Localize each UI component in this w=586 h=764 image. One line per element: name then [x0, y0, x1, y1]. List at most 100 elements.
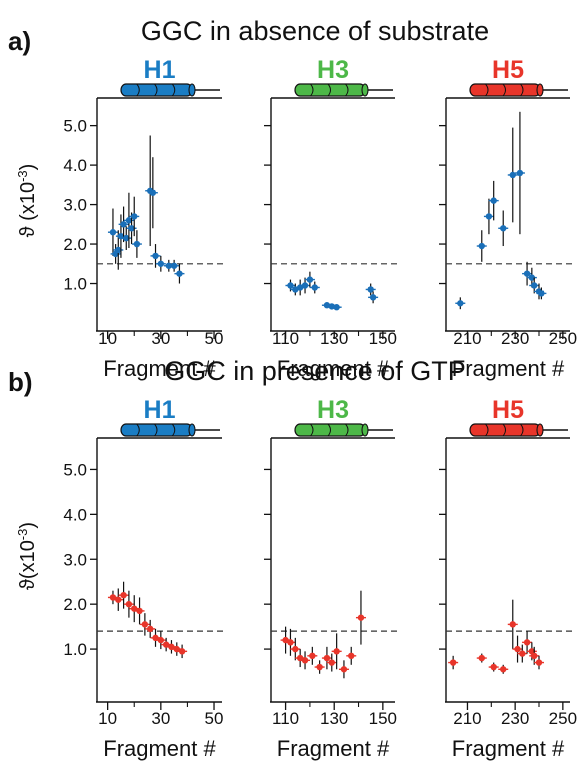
- helix-turn: [485, 423, 489, 437]
- data-point: [287, 282, 294, 289]
- data-point: [535, 659, 543, 666]
- data-point: [136, 607, 143, 615]
- data-point: [485, 213, 493, 220]
- data-point: [125, 217, 133, 224]
- data-point: [301, 657, 309, 664]
- x-axis-label: Fragment #: [452, 356, 565, 381]
- data-point: [109, 229, 117, 236]
- helix-name: H3: [317, 396, 349, 424]
- panel-b: b) GGC in presence of GTP ϑ(x10-3) H1 1.0 2.0…: [8, 356, 577, 761]
- data-point: [133, 240, 141, 248]
- helix-cylinder-icon: [469, 423, 568, 437]
- data-point: [292, 645, 299, 653]
- helix-turn: [310, 423, 314, 437]
- data-point: [367, 286, 374, 293]
- x-tick-label: 10: [98, 709, 117, 728]
- y-axis-label-exponent: -3: [15, 529, 30, 541]
- helix-name: H1: [144, 396, 176, 424]
- data-point: [523, 270, 531, 277]
- data-point: [348, 652, 355, 660]
- y-axis-label-exponent: -3: [15, 170, 30, 182]
- x-tick-label: 230: [501, 329, 529, 348]
- data-point: [328, 659, 335, 666]
- data-point: [538, 290, 545, 297]
- helix-cylinder-icon: [294, 83, 393, 97]
- helix-turn: [520, 83, 524, 97]
- x-tick-label: 110: [272, 709, 299, 728]
- helix-cap: [188, 423, 196, 437]
- data-point: [152, 252, 159, 260]
- data-point: [131, 213, 138, 220]
- data-point: [123, 234, 130, 242]
- x-tick-label: 150: [369, 709, 397, 728]
- data-point: [141, 621, 149, 628]
- x-tick-label: 50: [205, 709, 224, 728]
- helix-turn: [136, 423, 140, 437]
- data-point: [323, 654, 331, 662]
- data-point: [500, 666, 507, 673]
- data-point: [531, 282, 538, 289]
- helix-cap: [361, 83, 369, 97]
- helix-name: H5: [492, 56, 524, 84]
- data-point: [316, 663, 323, 671]
- helix-turn: [502, 423, 506, 437]
- data-point: [490, 197, 497, 204]
- data-point: [478, 654, 485, 662]
- data-point: [165, 262, 173, 269]
- x-tick-label: 250: [549, 329, 577, 348]
- data-point: [478, 242, 485, 250]
- y-axis-label: ϑ(x10-3): [15, 522, 39, 590]
- y-axis-label-close: ): [17, 522, 39, 529]
- helix-turn: [485, 83, 489, 97]
- y-tick-label: 2.0: [63, 235, 87, 254]
- data-point: [178, 648, 186, 655]
- y-tick-label: 3.0: [63, 196, 87, 215]
- data-point: [490, 663, 497, 671]
- x-tick-label: 50: [205, 329, 224, 348]
- y-tick-label: 1.0: [63, 640, 87, 659]
- helix-turn: [310, 83, 314, 97]
- data-point: [146, 625, 154, 633]
- y-axis-label: ϑ (x10-3): [15, 164, 39, 238]
- helix-cap: [361, 423, 369, 437]
- x-tick-label: 250: [549, 709, 577, 728]
- panel-label: b): [8, 367, 33, 397]
- helix-cap: [536, 423, 544, 437]
- helix-cylinder-icon: [469, 83, 568, 97]
- data-point: [115, 246, 122, 254]
- y-axis-label-close: ): [17, 164, 39, 171]
- helix-turn: [327, 83, 331, 97]
- data-point: [170, 262, 178, 269]
- x-tick-label: 210: [453, 709, 481, 728]
- x-tick-label: 110: [272, 329, 299, 348]
- helix-name: H5: [492, 396, 524, 424]
- helix-turn: [154, 423, 158, 437]
- y-axis-label-main: ϑ(x10: [17, 540, 39, 590]
- y-tick-label: 5.0: [63, 460, 87, 479]
- x-tick-label: 30: [151, 709, 170, 728]
- helix-name: H1: [144, 56, 176, 84]
- helix-cap: [536, 83, 544, 97]
- data-point: [125, 600, 133, 608]
- x-tick-label: 210: [453, 329, 481, 348]
- helix-cap: [188, 83, 196, 97]
- helix-name: H3: [317, 56, 349, 84]
- data-point: [120, 221, 127, 228]
- helix-turn: [345, 83, 349, 97]
- data-point: [457, 300, 464, 307]
- data-point: [514, 645, 521, 653]
- x-axis-label: Fragment #: [277, 356, 390, 381]
- x-tick-label: 130: [320, 329, 348, 348]
- data-point: [149, 189, 157, 196]
- data-point: [509, 171, 516, 179]
- subplot-h5: H5 210 230 250 Fragment #: [439, 56, 577, 381]
- subplot-h3: H3 110 130 150 Fragment #: [264, 396, 397, 761]
- data-point: [528, 274, 536, 281]
- x-tick-label: 230: [501, 709, 529, 728]
- data-point: [369, 294, 377, 301]
- subplot-h3: H3 110 130 150 Fragment #: [264, 56, 397, 381]
- data-point: [357, 614, 365, 621]
- subplot-h1: H1 1.0 2.0 3.0 4.0 5.0 10 30 50 Fragment #: [63, 56, 224, 381]
- data-point: [301, 282, 309, 289]
